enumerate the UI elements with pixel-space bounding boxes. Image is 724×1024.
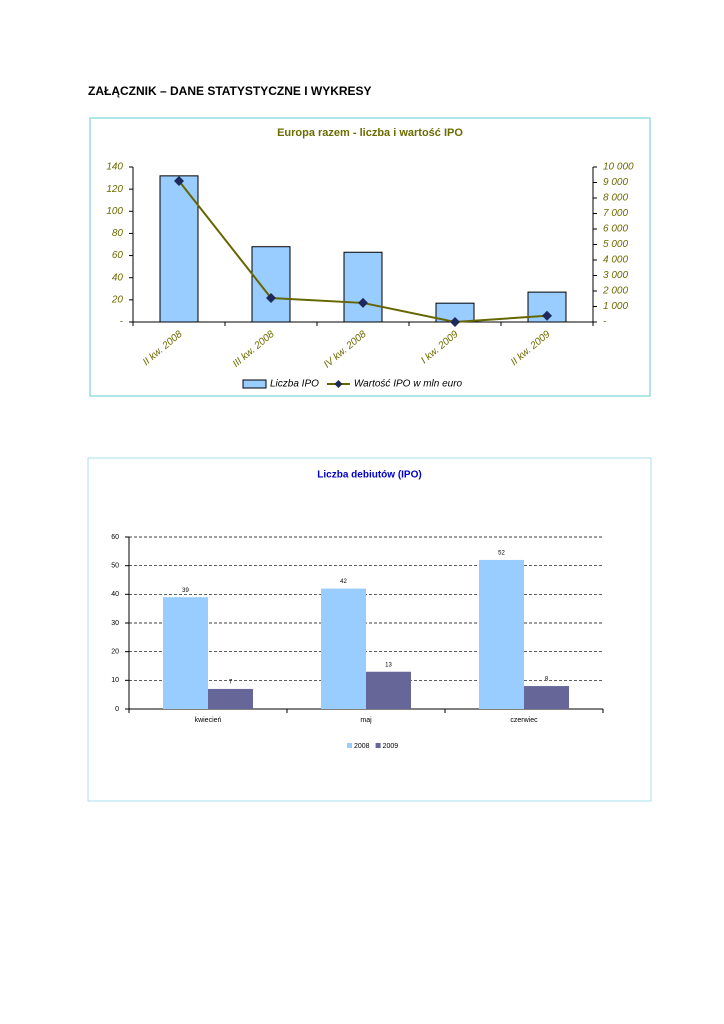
bar: [479, 559, 524, 709]
legend-label: 2008: [354, 743, 370, 750]
legend-label: Wartość IPO w mln euro: [354, 379, 463, 390]
y-tick-label: 120: [106, 184, 123, 195]
chart-title: Europa razem - liczba i wartość IPO: [277, 127, 463, 139]
y-tick-label: 40: [111, 591, 119, 598]
x-tick-label: czerwiec: [510, 717, 538, 724]
data-label: 8: [545, 677, 549, 683]
chart-title: Liczba debiutów (IPO): [317, 470, 421, 481]
x-tick-label: kwiecień: [195, 717, 222, 724]
y-tick-label: 140: [106, 162, 123, 173]
y2-tick-label: 4 000: [603, 255, 628, 266]
legend-label: 2009: [383, 743, 399, 750]
bar: [524, 686, 569, 709]
y-tick-label: 20: [111, 649, 119, 656]
y-tick-label: 40: [112, 272, 124, 283]
y2-tick-label: -: [603, 317, 607, 328]
y-tick-label: 20: [111, 294, 124, 305]
y-tick-label: 60: [112, 250, 124, 261]
bar: [343, 251, 383, 323]
bar: [251, 246, 291, 323]
data-label: 7: [229, 680, 233, 686]
x-tick-label: maj: [360, 717, 372, 724]
y2-tick-label: 9 000: [603, 177, 628, 188]
legend-swatch: [375, 743, 381, 748]
legend-label: Liczba IPO: [270, 379, 319, 390]
y-tick-label: 80: [112, 228, 124, 239]
bar: [321, 588, 366, 709]
y-tick-label: 60: [111, 534, 119, 541]
marker: [358, 297, 368, 308]
heading: ZAŁĄCZNIK – DANE STATYSTYCZNE I WYKRESY: [88, 84, 372, 98]
legend-swatch: [242, 379, 267, 389]
data-label: 39: [182, 588, 189, 594]
y2-tick-label: 1 000: [603, 301, 628, 312]
y2-tick-label: 5 000: [603, 239, 628, 250]
bar: [366, 671, 411, 709]
bar: [208, 688, 253, 709]
legend-marker: [334, 380, 343, 388]
bar: [163, 597, 208, 709]
y2-tick-label: 10 000: [603, 162, 634, 173]
bar: [159, 175, 199, 323]
y-tick-label: 0: [115, 706, 119, 713]
y-tick-label: -: [120, 317, 124, 328]
marker: [542, 310, 552, 321]
data-label: 42: [340, 579, 347, 585]
y2-tick-label: 3 000: [603, 270, 628, 281]
y-tick-label: 10: [111, 677, 119, 684]
data-label: 52: [498, 551, 505, 557]
y2-tick-label: 2 000: [602, 286, 628, 297]
marker: [266, 292, 276, 303]
y-tick-label: 100: [106, 206, 123, 217]
y2-tick-label: 7 000: [603, 208, 628, 219]
y2-tick-label: 8 000: [603, 193, 628, 204]
legend-swatch: [347, 743, 352, 748]
y-tick-label: 50: [111, 563, 119, 570]
data-label: 13: [385, 662, 392, 668]
marker: [450, 317, 460, 327]
y2-tick-label: 6 000: [603, 224, 628, 235]
y-tick-label: 30: [111, 620, 119, 627]
marker: [174, 175, 184, 186]
